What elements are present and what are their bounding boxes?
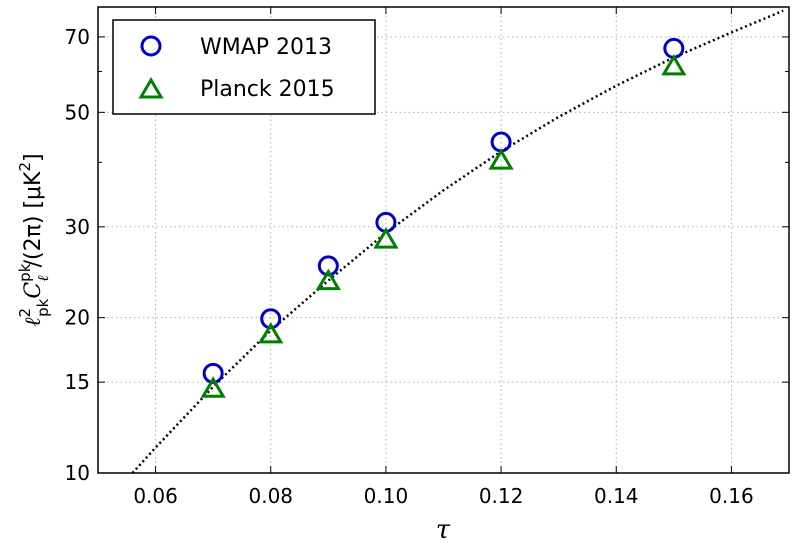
x-tick-label: 0.10 bbox=[364, 484, 409, 508]
planck-point bbox=[200, 376, 226, 398]
planck-point bbox=[315, 268, 341, 291]
y-tick-label: 50 bbox=[65, 100, 90, 124]
y-label-ell: ℓ bbox=[21, 317, 46, 327]
y-tick-label: 10 bbox=[65, 461, 90, 485]
y-tick-label: 20 bbox=[65, 306, 90, 330]
fit-curve bbox=[131, 9, 784, 474]
y-label-sup2: 2 bbox=[16, 308, 34, 318]
planck-point bbox=[488, 148, 514, 170]
wmap-point bbox=[317, 255, 339, 277]
x-tick-label: 0.16 bbox=[709, 484, 754, 508]
y-tick-label: 70 bbox=[65, 25, 90, 49]
x-tick-label: 0.06 bbox=[133, 484, 178, 508]
legend-marker-planck bbox=[138, 77, 164, 99]
y-label-sup-pk: pk bbox=[16, 263, 34, 282]
x-tick-label: 0.12 bbox=[479, 484, 524, 508]
legend-label-planck: Planck 2015 bbox=[200, 77, 335, 102]
axis-ticks: 0.06 0.08 0.10 0.12 0.14 0.16 10 15 20 30 50 70 bbox=[65, 6, 789, 508]
y-label-sub-pk: pk bbox=[34, 298, 52, 317]
planck-point bbox=[258, 321, 284, 344]
svg-text:ℓ2pkCpkℓ/(2π) [μK2]: ℓ2pkCpkℓ/(2π) [μK2] bbox=[16, 153, 52, 326]
y-tick-label: 30 bbox=[65, 215, 90, 239]
y-label-sub-ell: ℓ bbox=[34, 275, 52, 281]
y-label-sup-k2: 2 bbox=[16, 162, 34, 172]
wmap-point bbox=[202, 362, 224, 384]
data-marks bbox=[200, 37, 687, 398]
y-tick-label: 15 bbox=[65, 370, 90, 394]
plot-frame bbox=[97, 6, 790, 474]
legend: WMAP 2013 Planck 2015 bbox=[112, 19, 376, 115]
x-axis-label: τ bbox=[436, 515, 451, 545]
fit-curve-line bbox=[131, 9, 784, 474]
planck-point bbox=[373, 227, 399, 249]
planck-point bbox=[661, 53, 687, 76]
legend-label-wmap: WMAP 2013 bbox=[200, 35, 332, 60]
x-tick-label: 0.08 bbox=[248, 484, 293, 508]
x-tick-label: 0.14 bbox=[594, 484, 639, 508]
y-label-rest: /(2π) [μK bbox=[21, 171, 46, 267]
y-axis-label: ℓ2pkCpkℓ/(2π) [μK2] bbox=[16, 153, 52, 326]
y-label-close: ] bbox=[21, 153, 46, 162]
y-label-c: C bbox=[21, 282, 46, 299]
legend-marker-wmap bbox=[140, 35, 162, 57]
